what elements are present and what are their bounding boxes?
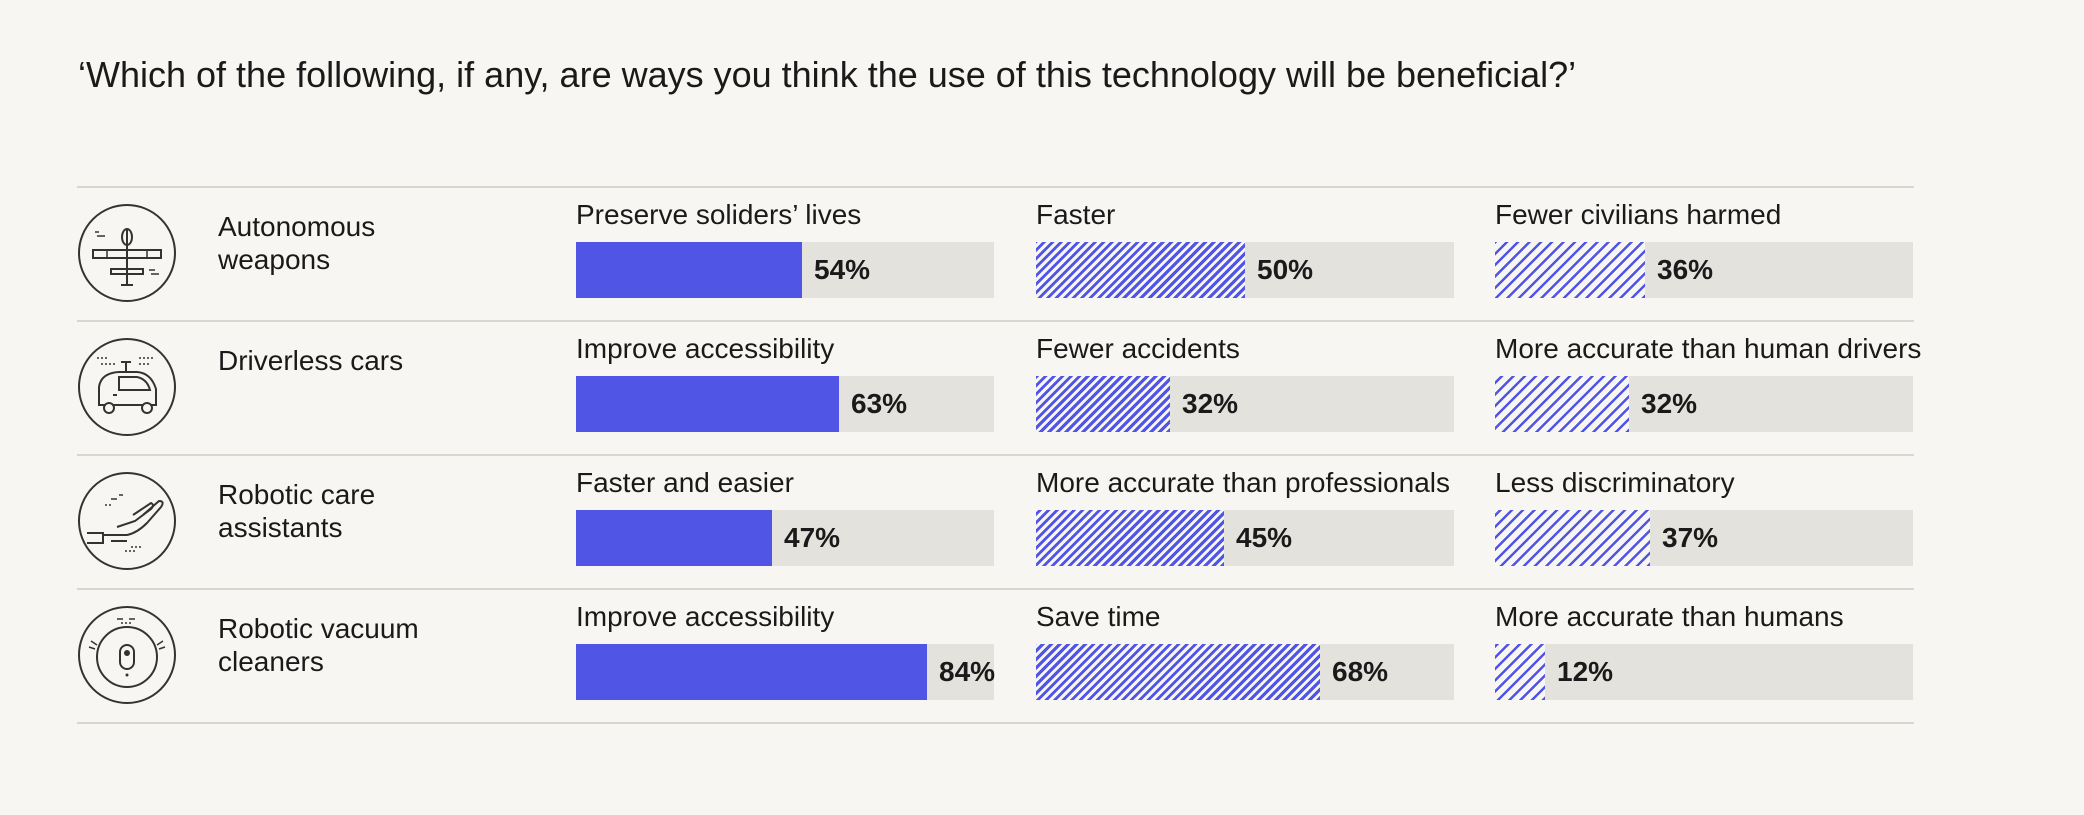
bar-value-label: 36% [1657, 254, 1714, 285]
metric-save-time: Save time 68% [1036, 600, 1456, 700]
bar-track: 54% [576, 242, 994, 298]
bar-fill [576, 510, 772, 566]
drone-icon [77, 203, 177, 303]
bar-track: 45% [1036, 510, 1454, 566]
metric-improve-accessibility: Improve accessibility 84% [576, 600, 996, 700]
bar-fill [1495, 644, 1545, 700]
bar-value-label: 63% [851, 388, 908, 419]
bar-value-label: 32% [1641, 388, 1698, 419]
row-label: Autonomous weapons [218, 211, 376, 275]
bar-value-label: 47% [784, 522, 841, 553]
bar-fill [1036, 644, 1320, 700]
bar-fill [1495, 510, 1650, 566]
metric-label: More accurate than human drivers [1495, 333, 1922, 364]
metric-label: Faster [1036, 199, 1116, 230]
metric-less-discriminatory: Less discriminatory 37% [1495, 466, 1915, 566]
chart-question: ‘Which of the following, if any, are way… [78, 54, 1577, 95]
metric-label: Fewer civilians harmed [1495, 199, 1782, 230]
metric-improve-accessibility: Improve accessibility 63% [576, 332, 996, 432]
bar-track: 63% [576, 376, 994, 432]
bar-fill [576, 376, 839, 432]
metric-preserve-soliders-lives: Preserve soliders’ lives 54% [576, 198, 996, 298]
metric-more-accurate-than-human-drivers: More accurate than human drivers 32% [1495, 332, 1922, 432]
metric-label: More accurate than humans [1495, 601, 1844, 632]
bar-fill [1036, 242, 1245, 298]
bar-fill [1036, 376, 1170, 432]
driverless-car-icon [77, 337, 177, 437]
bar-track: 12% [1495, 644, 1913, 700]
metric-label: Improve accessibility [576, 601, 835, 632]
metric-label: More accurate than professionals [1036, 467, 1450, 498]
chart-row-autonomous-weapons: Autonomous weapons Preserve soliders’ liv… [77, 188, 1914, 322]
metric-more-accurate-than-humans: More accurate than humans 12% [1495, 600, 1915, 700]
bar-track: 84% [576, 644, 996, 700]
metric-label: Fewer accidents [1036, 333, 1240, 364]
row-label: Driverless cars [218, 345, 404, 376]
robotic-hand-icon [77, 471, 177, 571]
metric-label: Save time [1036, 601, 1161, 632]
metric-faster-and-easier: Faster and easier 47% [576, 466, 996, 566]
bar-track: 37% [1495, 510, 1913, 566]
bar-track: 32% [1036, 376, 1454, 432]
metric-label: Less discriminatory [1495, 467, 1735, 498]
bar-fill [1495, 376, 1629, 432]
bar-track: 36% [1495, 242, 1913, 298]
metric-label: Preserve soliders’ lives [576, 199, 862, 230]
bar-fill [1495, 242, 1645, 298]
bar-value-label: 37% [1662, 522, 1719, 553]
bar-value-label: 45% [1236, 522, 1293, 553]
metric-fewer-civilians-harmed: Fewer civilians harmed 36% [1495, 198, 1915, 298]
row-label: Robotic vacuum cleaners [218, 613, 419, 677]
metric-label: Improve accessibility [576, 333, 835, 364]
bar-value-label: 12% [1557, 656, 1614, 687]
chart-row-robotic-care-assistants: Robotic care assistants Faster and easier… [77, 456, 1914, 590]
bar-track: 68% [1036, 644, 1454, 700]
bar-value-label: 84% [939, 656, 996, 687]
metric-label: Faster and easier [576, 467, 794, 498]
bar-value-label: 54% [814, 254, 871, 285]
benefits-bar-chart: Autonomous weapons Preserve soliders’ liv… [77, 186, 1922, 724]
bar-fill [1036, 510, 1224, 566]
metric-fewer-accidents: Fewer accidents 32% [1036, 332, 1456, 432]
metric-more-accurate-than-professionals: More accurate than professionals 45% [1036, 466, 1456, 566]
bar-fill [576, 644, 927, 700]
chart-row-driverless-cars: Driverless cars Improve accessibility 63% F… [77, 322, 1922, 456]
bar-fill [576, 242, 802, 298]
bar-track: 32% [1495, 376, 1913, 432]
bar-track: 47% [576, 510, 994, 566]
row-label: Robotic care assistants [218, 479, 376, 543]
bar-track: 50% [1036, 242, 1454, 298]
bar-value-label: 68% [1332, 656, 1389, 687]
bar-value-label: 32% [1182, 388, 1239, 419]
robot-vacuum-icon [77, 605, 177, 705]
chart-row-robotic-vacuum-cleaners: Robotic vacuum cleaners Improve accessibi… [77, 590, 1914, 724]
metric-faster: Faster 50% [1036, 198, 1456, 298]
bar-value-label: 50% [1257, 254, 1314, 285]
